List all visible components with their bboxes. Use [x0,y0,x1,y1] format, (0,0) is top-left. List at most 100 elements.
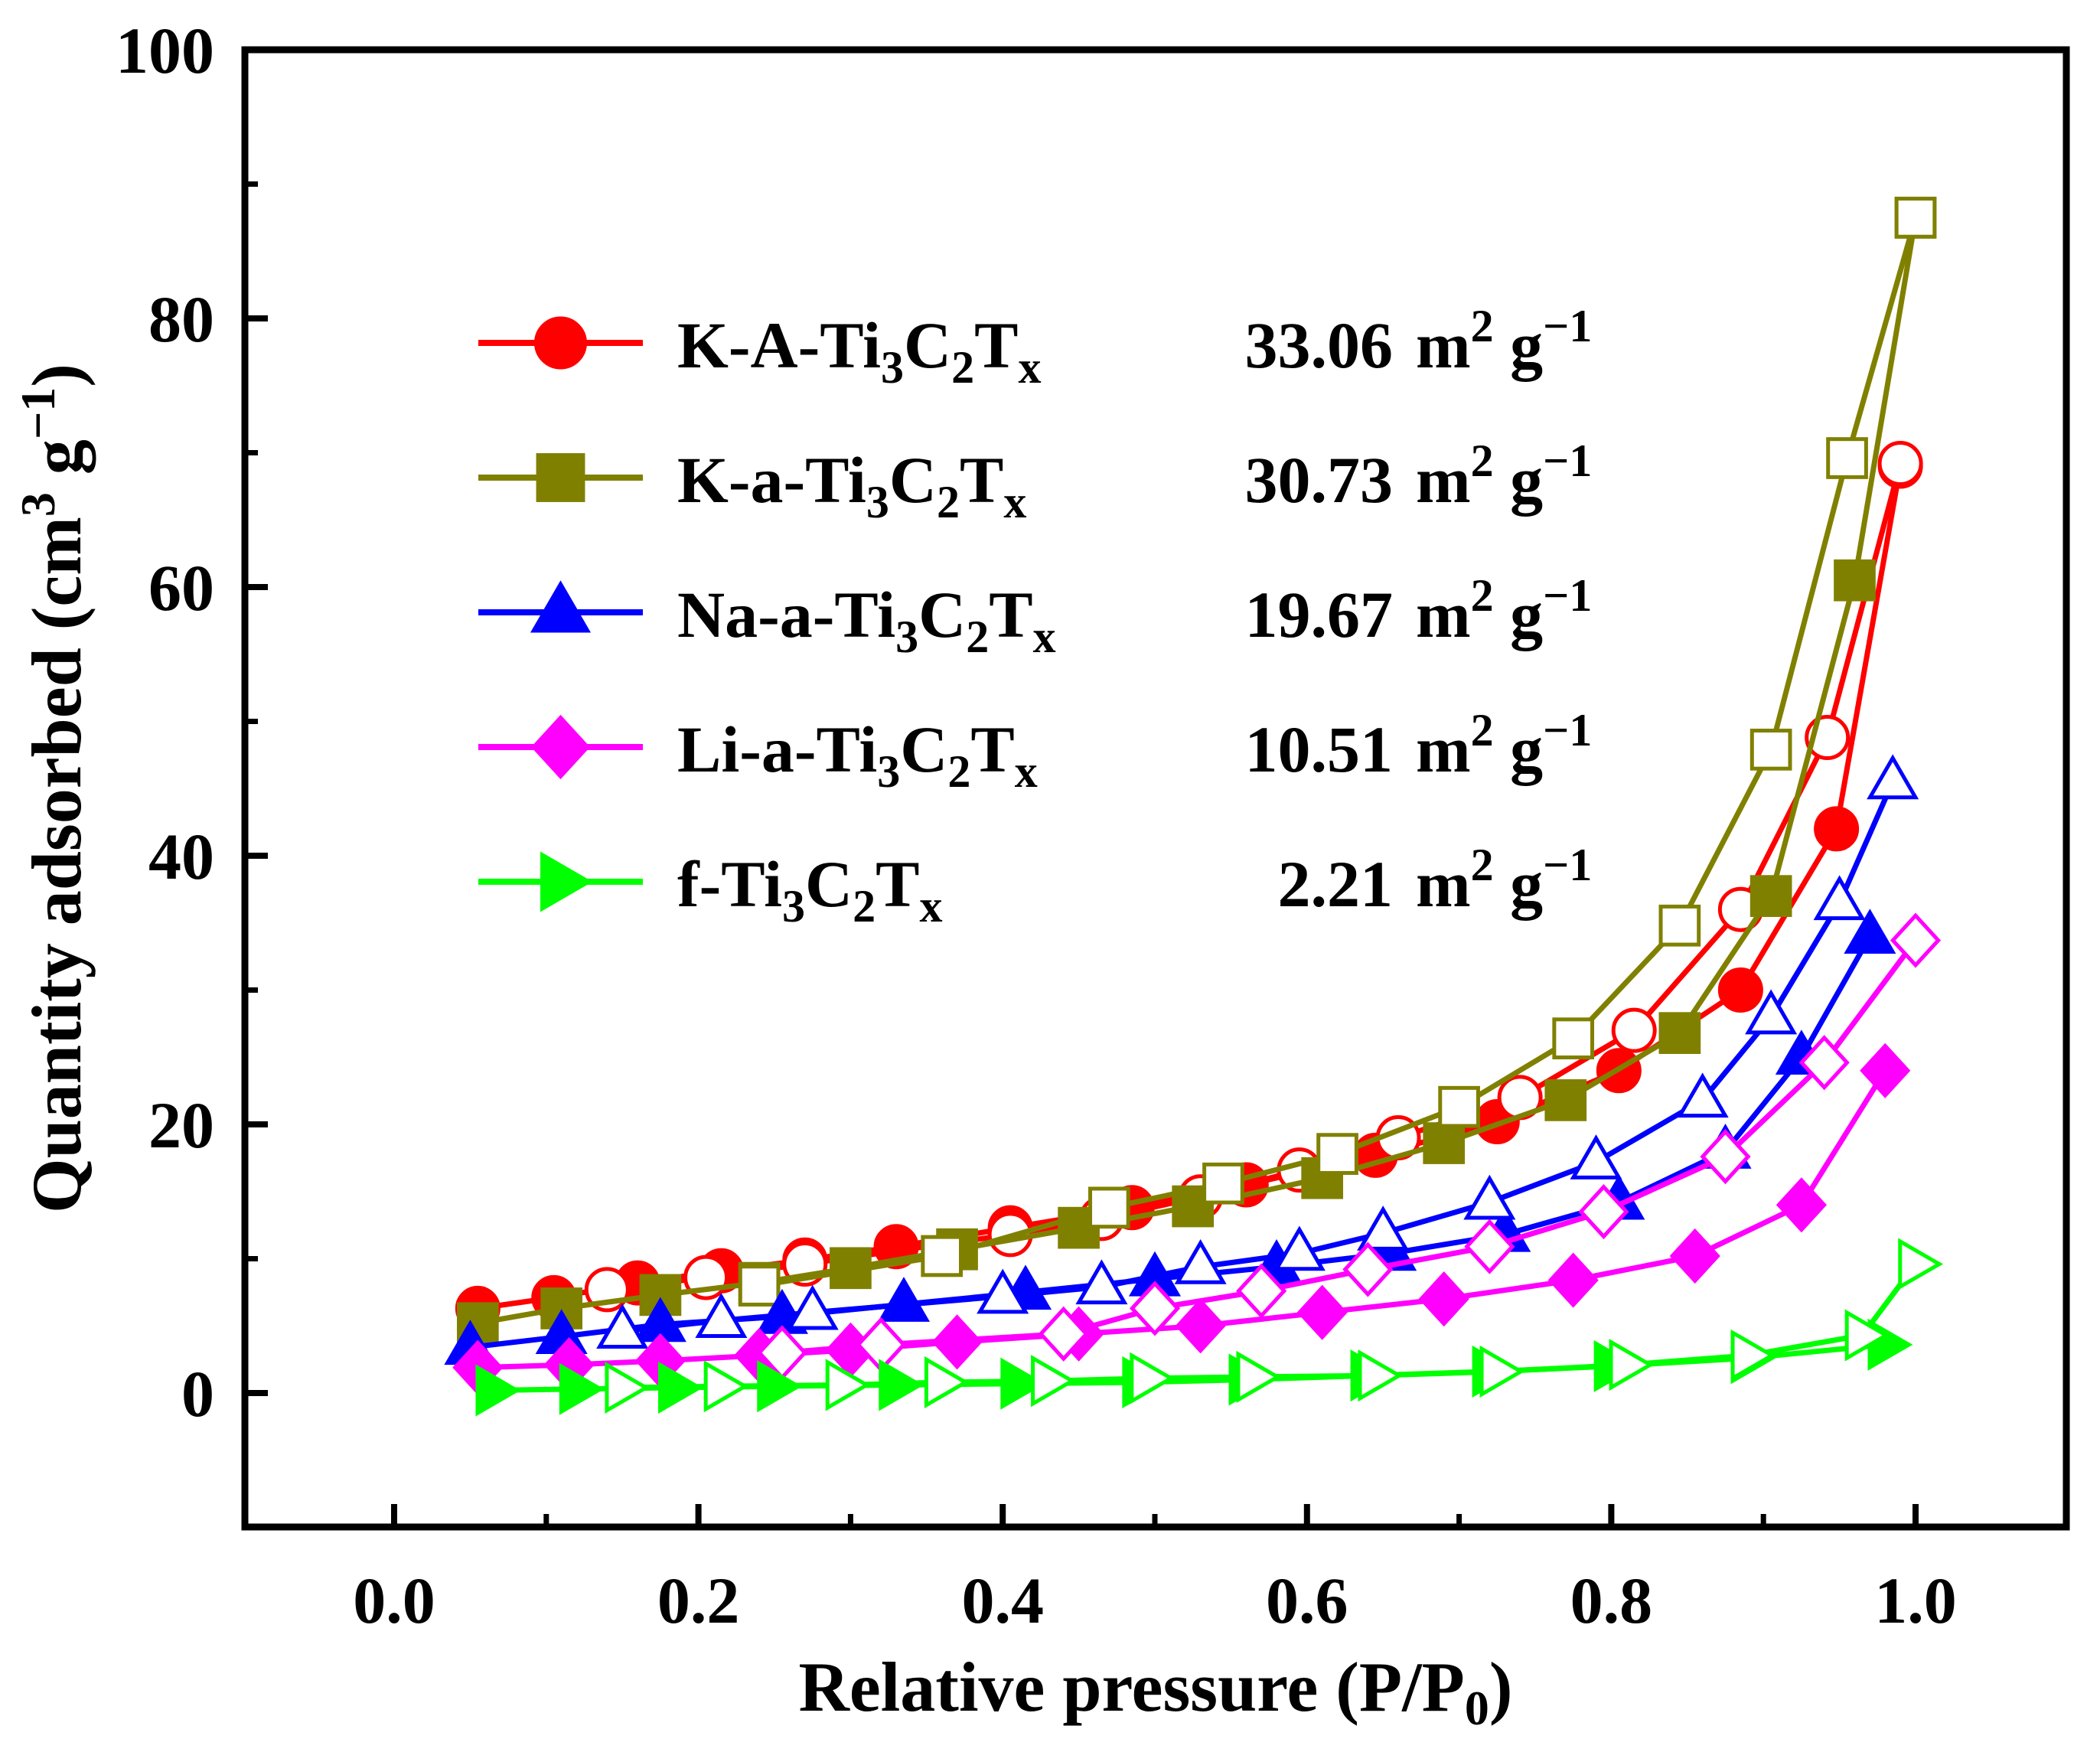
y-tick-label: 80 [148,282,214,356]
adsorption-point [1776,1177,1827,1233]
legend-label: Li-a-Ti3C2Tx [677,713,1038,797]
adsorption-point [1000,1357,1046,1410]
desorption-point [1844,1309,1890,1362]
desorption-point [1358,1349,1404,1402]
y-tick-label: 0 [181,1357,214,1431]
legend-area-unit: m2 g−1 [1416,705,1592,786]
desorption-point [1130,1352,1176,1405]
desorption-point [1479,1345,1525,1398]
legend-entry: K-A-Ti3C2Tx 33.06 m2 g−1 [478,301,1592,393]
legend-entry: K-a-Ti3C2Tx 30.73 m2 g−1 [478,436,1592,527]
desorption-point [1611,1007,1657,1053]
desorption-point [1730,1329,1776,1382]
adsorption-point [1296,1284,1348,1340]
legend-area-unit: m2 g−1 [1416,436,1592,517]
series-1 [457,197,1937,1345]
legend-label: Na-a-Ti3C2Tx [677,578,1056,662]
desorption-point [1894,197,1937,239]
desorption-point [1700,1129,1751,1185]
series-3 [452,912,1942,1395]
desorption-point [1570,1134,1622,1179]
desorption-point [924,1356,970,1408]
legend-marker [540,851,593,912]
desorption-point [921,1235,964,1277]
legend-marker [536,453,585,502]
legend-entry: f-Ti3C2Tx 2.21 m2 g−1 [478,840,1592,931]
legend-area-value: 33.06 [1245,308,1394,382]
adsorption-point [931,1314,983,1370]
x-tick-label: 0.4 [961,1564,1044,1637]
y-tick-label: 60 [148,551,214,625]
desorption-point [1464,1219,1515,1274]
desorption-point [1463,1174,1516,1220]
adsorption-point [1423,1122,1466,1164]
series-4 [475,1238,1944,1417]
desorption-point [1749,729,1792,771]
adsorption-point [1418,1271,1469,1327]
adsorption-point [830,1247,872,1290]
x-axis-label: Relative pressure (P/P0) [798,1648,1512,1735]
desorption-point [605,1361,651,1414]
legend-area-value: 19.67 [1245,578,1394,651]
desorption-point [977,1268,1029,1314]
desorption-point [1236,1263,1287,1319]
adsorption-point [658,1361,703,1414]
desorption-point [1236,1350,1282,1403]
desorption-point [703,1360,749,1413]
desorption-point [1798,1035,1850,1091]
y-tick-label: 40 [148,820,214,893]
legend-label: K-a-Ti3C2Tx [677,443,1026,527]
legend-label: K-A-Ti3C2Tx [677,308,1041,393]
adsorption-point [1717,967,1763,1013]
legend-entry: Na-a-Ti3C2Tx 19.67 m2 g−1 [478,570,1592,662]
desorption-point [1357,1206,1410,1251]
adsorption-point [1844,909,1896,954]
desorption-point [1273,1225,1326,1271]
adsorption-point [1860,1042,1911,1098]
plot-area [444,197,1944,1417]
desorption-point [1898,1238,1944,1290]
desorption-point [1129,1281,1181,1336]
y-tick-label: 20 [148,1088,214,1162]
y-tick-label: 100 [116,14,214,87]
adsorption-point [1749,875,1792,917]
desorption-point [1316,1133,1358,1175]
legend-area-value: 30.73 [1245,443,1394,517]
desorption-point [1609,1339,1655,1392]
legend-area-unit: m2 g−1 [1416,840,1592,921]
legend-marker [530,580,592,633]
legend-area-value: 10.51 [1245,713,1394,786]
desorption-point [1552,1017,1595,1060]
desorption-point [1813,875,1866,921]
adsorption-point [1175,1298,1226,1354]
desorption-point [1202,1162,1244,1205]
desorption-point [1342,1241,1394,1297]
desorption-point [1890,912,1942,968]
adsorption-point [1658,1012,1701,1054]
x-tick-label: 1.0 [1874,1564,1957,1637]
desorption-point [1088,1186,1130,1229]
legend-label: f-Ti3C2Tx [677,847,942,931]
desorption-point [1578,1183,1629,1240]
legend: K-A-Ti3C2Tx 33.06 m2 g−1 K-a-Ti3C2Tx 30.73 m2… [478,301,1592,931]
adsorption-line [493,1342,1886,1393]
desorption-point [1031,1355,1076,1408]
legend-marker [534,316,587,370]
adsorption-point [1669,1228,1720,1284]
adsorption-point [1172,1185,1215,1228]
desorption-point [1174,1238,1227,1284]
adsorption-point [475,1364,521,1417]
adsorption-point [559,1362,605,1415]
axes: 0.0 0.2 0.4 0.6 0.8 1.0 0 20 40 60 80 100 [116,14,1957,1637]
x-tick-label: 0.6 [1266,1564,1348,1637]
legend-entry: Li-a-Ti3C2Tx 10.51 m2 g−1 [478,705,1592,797]
legend-area-unit: m2 g−1 [1416,301,1592,382]
desorption-point [1826,437,1868,479]
adsorption-point [1544,1079,1587,1121]
adsorption-point [877,1277,931,1322]
y-axis-label: Quantity adsorbed (cm3 g−1) [11,364,96,1213]
desorption-point [695,1293,748,1338]
desorption-point [1038,1306,1089,1362]
desorption-point [738,1264,781,1307]
